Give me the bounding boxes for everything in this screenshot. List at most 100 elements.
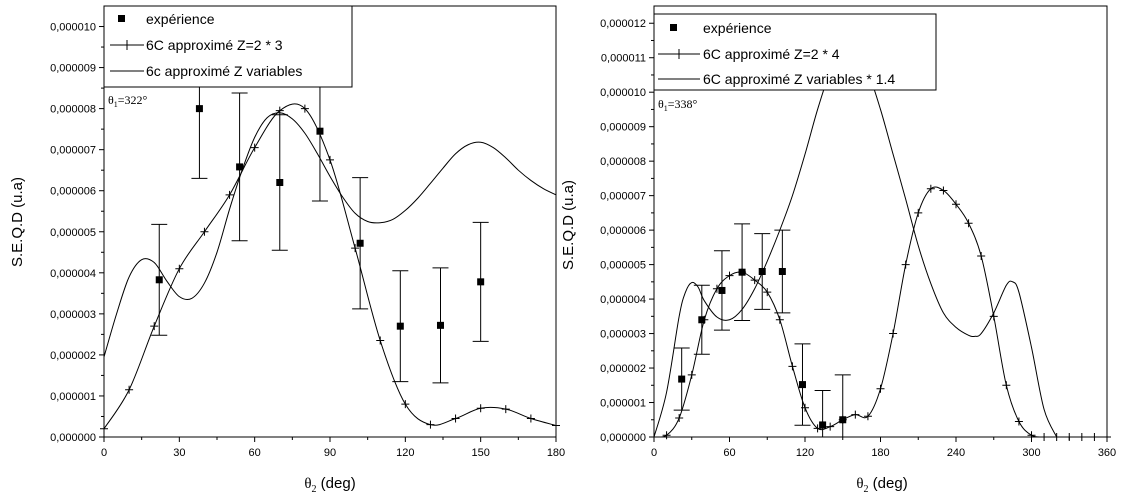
annotation-theta1: θ1=338°	[658, 97, 698, 113]
y-tick-label: 0,000002	[50, 350, 96, 362]
y-tick-label: 0,000004	[50, 268, 96, 280]
series-line	[104, 103, 556, 430]
experiment-point	[396, 322, 404, 330]
plus-marker	[326, 155, 334, 164]
plus-marker	[100, 424, 108, 433]
x-tick-label: 150	[471, 447, 489, 459]
x-axis-label: θ2 (deg)	[304, 475, 355, 495]
series-line	[104, 112, 556, 358]
series-layer	[650, 44, 1111, 441]
y-tick-label: 0,000010	[600, 87, 646, 99]
plus-marker	[914, 208, 923, 217]
plus-marker	[725, 271, 734, 280]
x-tick-label: 0	[651, 447, 657, 459]
plus-marker	[552, 421, 560, 430]
y-tick-label: 0,000007	[600, 191, 646, 203]
y-tick-label: 0,000004	[600, 294, 646, 306]
x-tick-label: 240	[947, 447, 965, 459]
plus-marker	[775, 315, 784, 324]
plus-marker	[788, 362, 797, 371]
plus-marker	[876, 384, 885, 393]
x-tick-label: 60	[723, 447, 735, 459]
chart-left: 0 30 60 90 120 150 180 0,000000 0,000001 0,000002…	[9, 5, 565, 495]
x-tick-label: 0	[101, 447, 107, 459]
annotation-value: =322°	[118, 93, 148, 107]
legend-marker-square	[670, 24, 677, 31]
plus-marker	[662, 431, 671, 440]
legend-label-z-variables: 6C approximé Z variables * 1.4	[703, 71, 895, 87]
x-tick-label: 300	[1022, 447, 1040, 459]
plus-marker	[275, 106, 284, 115]
experiment-point	[718, 286, 726, 294]
x-tick-label: 60	[249, 447, 261, 459]
plus-marker	[300, 104, 309, 113]
y-tick-label: 0,000008	[600, 156, 646, 168]
plus-marker	[351, 244, 360, 253]
y-tick-label: 0,000006	[50, 186, 96, 198]
experiment-point	[436, 321, 444, 329]
plus-marker	[1014, 417, 1023, 426]
plus-marker	[476, 404, 485, 413]
plus-marker	[750, 276, 759, 285]
y-tick-label: 0,000011	[601, 53, 646, 65]
plus-marker	[426, 420, 435, 429]
y-tick-label: 0,000003	[600, 329, 646, 341]
y-tick-label: 0,000005	[50, 227, 96, 239]
plus-marker	[977, 251, 986, 260]
x-tick-label: 120	[396, 447, 414, 459]
y-axis-label: S.E.Q.D (u.a)	[9, 177, 26, 267]
legend-label-z-fixed: 6C approximé Z=2 * 4	[703, 46, 840, 62]
plus-marker	[401, 400, 410, 409]
y-tick-label: 0,000002	[600, 363, 646, 375]
legend: expérience 6C approximé Z=2 * 3 6c appro…	[103, 5, 353, 88]
experiment-point	[698, 316, 706, 324]
plus-marker	[526, 414, 535, 423]
x-axis-label-unit: (deg)	[317, 475, 356, 492]
y-tick-label: 0,000010	[50, 22, 96, 34]
plus-marker	[1077, 433, 1086, 441]
plus-marker	[1103, 433, 1111, 441]
axis-ticks: 0 60 120 180 240 300 360 0,000000 0,000001 0,0000…	[600, 18, 1116, 459]
annotation-sub: 1	[664, 104, 668, 113]
plus-marker	[952, 200, 960, 209]
plus-marker	[451, 414, 460, 423]
y-tick-label: 0,000000	[50, 432, 96, 444]
experiment-point	[477, 278, 485, 286]
x-tick-label: 180	[871, 447, 889, 459]
legend-box	[653, 13, 937, 91]
annotation-theta1: θ1=322°	[108, 93, 148, 109]
plus-marker	[1090, 433, 1099, 441]
annotation-value: =338°	[668, 97, 698, 111]
plus-marker	[1065, 433, 1074, 441]
experiment-point	[678, 375, 686, 383]
experiment-point	[356, 239, 364, 247]
series-layer	[100, 38, 560, 433]
axis-ticks: 0 30 60 90 120 150 180 0,000000 0,000001 0,000002…	[50, 22, 565, 459]
y-tick-label: 0,000008	[50, 104, 96, 116]
legend-marker-square	[118, 15, 125, 22]
x-tick-label: 360	[1098, 447, 1116, 459]
legend-label-z-variables: 6c approximé Z variables	[146, 63, 302, 79]
x-tick-label: 120	[796, 447, 814, 459]
x-tick-label: 90	[324, 447, 336, 459]
annotation-sub: 1	[114, 100, 118, 109]
plus-marker	[125, 385, 134, 394]
x-axis-label-unit: (deg)	[869, 475, 908, 492]
chart-right: 0 60 120 180 240 300 360 0,000000 0,000001 0,0000…	[560, 5, 1116, 495]
plus-marker	[501, 405, 510, 414]
annotation-symbol: θ	[658, 97, 664, 111]
plus-marker	[687, 370, 696, 379]
x-tick-label: 180	[547, 447, 565, 459]
plus-marker	[175, 264, 184, 273]
plus-marker	[150, 322, 159, 331]
y-tick-label: 0,000005	[600, 260, 646, 272]
plus-marker	[200, 227, 209, 236]
series-line	[654, 44, 1058, 437]
legend-label-experience: expérience	[146, 11, 215, 27]
plus-marker	[851, 410, 860, 419]
plus-marker	[763, 288, 772, 297]
y-tick-label: 0,000009	[50, 63, 96, 75]
plus-marker	[1002, 381, 1011, 390]
y-axis-label: S.E.Q.D (u.a)	[560, 180, 577, 270]
